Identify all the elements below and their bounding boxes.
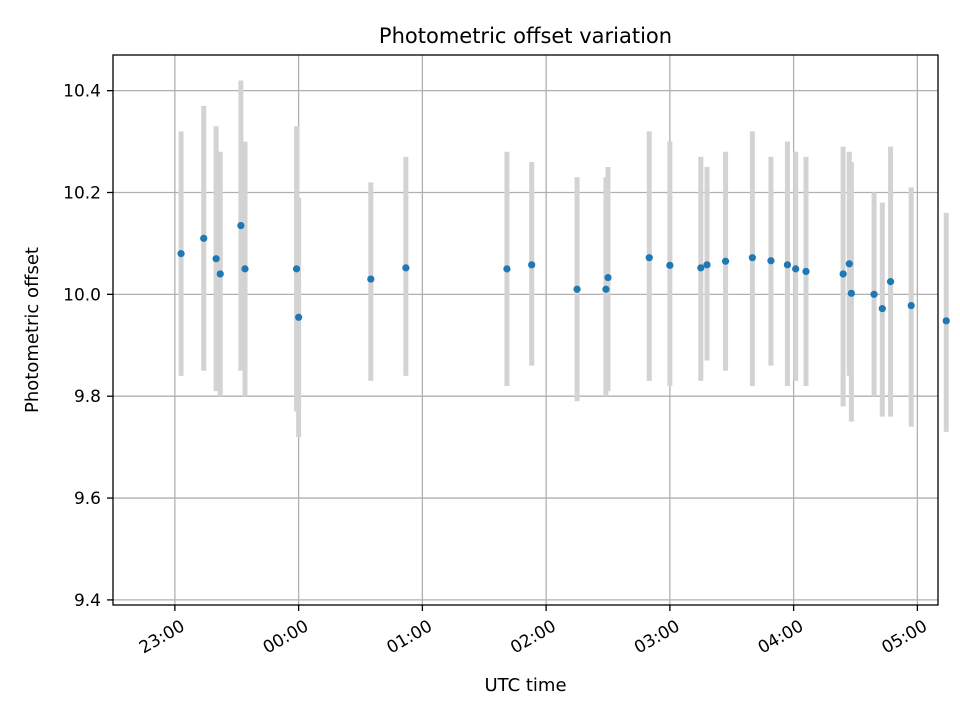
data-point <box>697 264 705 272</box>
y-tick-label: 10.2 <box>63 184 101 204</box>
data-point <box>241 265 249 273</box>
data-point <box>528 261 536 269</box>
data-point <box>703 261 711 269</box>
y-tick-label: 9.4 <box>74 591 101 611</box>
data-point <box>503 265 511 273</box>
data-point <box>177 250 185 258</box>
data-point <box>942 317 950 325</box>
data-point <box>907 301 915 310</box>
y-tick-label: 10.4 <box>63 82 101 102</box>
data-point <box>845 260 853 268</box>
data-point <box>645 254 653 262</box>
data-point <box>604 273 612 282</box>
data-point <box>847 289 855 297</box>
data-point <box>839 270 847 278</box>
data-point <box>295 313 303 321</box>
data-point <box>666 261 674 269</box>
data-point <box>212 255 220 263</box>
data-point <box>367 275 375 283</box>
data-point <box>767 257 775 265</box>
data-point <box>573 285 581 293</box>
data-point <box>292 265 301 273</box>
data-point <box>200 234 208 242</box>
y-axis-label: Photometric offset <box>22 247 43 413</box>
data-point <box>237 222 245 230</box>
data-points <box>177 222 950 325</box>
data-point <box>783 261 792 269</box>
data-point <box>216 270 224 278</box>
data-point <box>886 278 895 286</box>
axes-frame <box>112 54 939 606</box>
data-point <box>402 264 410 272</box>
x-axis-label: UTC time <box>484 675 566 696</box>
data-point <box>602 285 610 293</box>
data-point <box>878 305 886 313</box>
y-tick-label: 9.6 <box>74 489 101 509</box>
data-point <box>792 265 800 273</box>
data-point <box>802 267 810 276</box>
data-point <box>748 254 756 262</box>
chart-title: Photometric offset variation <box>379 24 672 48</box>
y-tick-label: 9.8 <box>74 387 101 407</box>
y-tick-label: 10.0 <box>63 285 101 305</box>
y-axis-ticks: 9.4 9.6 9.8 10.0 10.2 10.4 <box>63 82 113 611</box>
data-point <box>870 290 878 298</box>
data-point <box>721 257 730 265</box>
